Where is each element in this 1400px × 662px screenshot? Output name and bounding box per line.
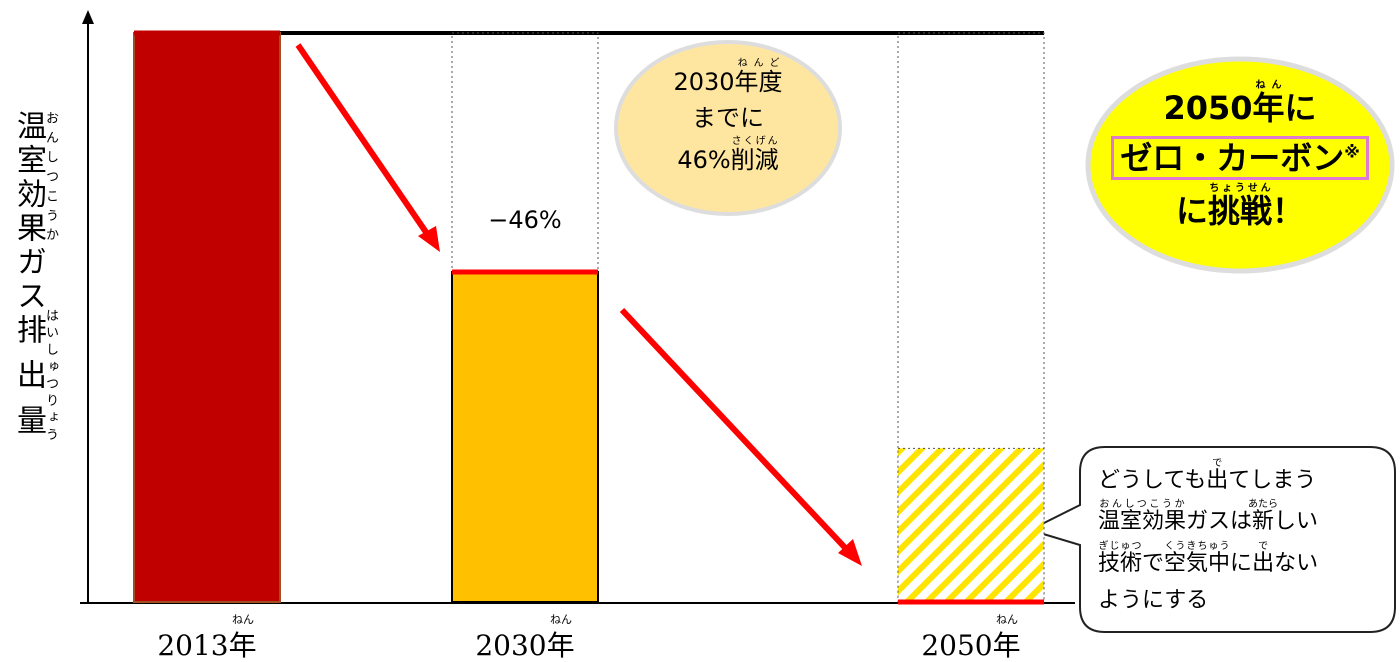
note-text: どうしても出でてしまう 温室効果おんしつこうかガスは新あたらしい 技術ぎじゅつで空気… bbox=[1098, 458, 1388, 620]
furigana: おんしつこうか bbox=[43, 110, 58, 246]
furigana: おんしつこうか bbox=[1098, 499, 1187, 511]
furigana: くうきちゅう bbox=[1164, 540, 1231, 552]
arrow-head bbox=[838, 539, 862, 566]
furigana: で bbox=[1206, 458, 1229, 469]
base-text: 年度 bbox=[734, 68, 783, 96]
ruby-text: 温室効果おんしつこうか bbox=[1098, 499, 1187, 535]
text: に bbox=[1230, 550, 1253, 576]
text: に bbox=[1175, 192, 1208, 231]
arrow-head bbox=[418, 226, 440, 252]
furigana: はいしゅつりょう bbox=[43, 308, 58, 445]
ruby-text: 出で bbox=[1252, 541, 1275, 576]
text: 2030 bbox=[673, 68, 735, 96]
text: ガス bbox=[11, 246, 46, 314]
furigana: ちょうせん bbox=[1207, 183, 1272, 195]
bar bbox=[451, 270, 599, 603]
offset-bar bbox=[897, 447, 1045, 603]
arrow bbox=[619, 307, 853, 556]
x-tick-ruby: ねん bbox=[996, 613, 1018, 626]
ruby-text: 年ねん bbox=[1252, 80, 1285, 127]
base-text: 出 bbox=[1206, 468, 1229, 493]
arrow bbox=[295, 43, 433, 240]
x-tick-label: 2013年 bbox=[157, 629, 256, 662]
bubble-text: 2030年度ねんどまでに 46%削減さくげん bbox=[628, 58, 828, 178]
base-text: 温室効果 bbox=[1098, 509, 1187, 535]
text-line: 2030年度ねんど bbox=[628, 58, 828, 100]
bubble-2030 bbox=[614, 40, 842, 216]
furigana: ねん bbox=[1252, 80, 1285, 91]
ruby-text: 出で bbox=[1206, 458, 1229, 493]
text-line: 技術ぎじゅつで空気中くうきちゅうに出でない bbox=[1098, 541, 1388, 582]
ruby-text: 排出量はいしゅつりょう bbox=[11, 308, 58, 444]
text: どうしても bbox=[1098, 468, 1207, 493]
furigana: ぎじゅつ bbox=[1098, 540, 1143, 552]
ruby-text: 挑戦ちょうせん bbox=[1207, 183, 1272, 231]
text-line: までに bbox=[628, 100, 828, 136]
ruby-text: 削減さくげん bbox=[730, 136, 779, 174]
ruby-text: 新あたら bbox=[1248, 499, 1278, 534]
x-tick-ruby: ねん bbox=[550, 613, 572, 626]
text: までに bbox=[692, 104, 764, 132]
text-line: 温室効果おんしつこうかガスは新あたらしい bbox=[1098, 499, 1388, 540]
text-line: 2050年ねんに bbox=[1095, 80, 1385, 134]
text: ゼロ・カーボン bbox=[1120, 138, 1345, 177]
text: しい bbox=[1274, 509, 1319, 535]
text: ようにする bbox=[1098, 588, 1209, 614]
x-tick-ruby: ねん bbox=[232, 613, 254, 626]
bubble-2050 bbox=[1085, 56, 1395, 274]
text-line: 46%削減さくげん bbox=[628, 136, 828, 178]
text: てしまう bbox=[1228, 468, 1317, 493]
bar bbox=[133, 32, 281, 603]
furigana: さくげん bbox=[730, 136, 779, 147]
base-text: 新 bbox=[1248, 509, 1279, 535]
text: ガスは bbox=[1186, 509, 1253, 535]
text: に bbox=[1284, 89, 1317, 127]
bubble-text: 2050年ねんに ゼロ・カーボン※ に挑戦ちょうせん！ bbox=[1095, 80, 1385, 237]
text: 2050 bbox=[1163, 89, 1253, 127]
y-axis-label: 温室効果おんしつこうかガス排出量はいしゅつりょう bbox=[6, 110, 58, 444]
base-text: 年 bbox=[1252, 89, 1285, 127]
speech-bubble bbox=[1027, 446, 1396, 633]
reference-outline bbox=[897, 32, 1045, 603]
base-text: 削減 bbox=[730, 146, 779, 174]
annotation: −46% bbox=[488, 206, 561, 234]
base-text: 温室効果 bbox=[11, 110, 46, 246]
x-tick-label: 2050年 bbox=[921, 629, 1020, 662]
text: ※ bbox=[1344, 141, 1360, 161]
base-text: 挑戦 bbox=[1207, 192, 1272, 231]
ruby-text: 空気中くうきちゅう bbox=[1164, 541, 1231, 576]
text: ない bbox=[1274, 550, 1319, 576]
text-line: ようにする bbox=[1098, 582, 1388, 619]
furigana: で bbox=[1252, 540, 1275, 552]
reference-outline bbox=[451, 32, 599, 273]
text-line: ゼロ・カーボン※ bbox=[1111, 135, 1369, 180]
text: ！ bbox=[1272, 192, 1305, 231]
text: 46% bbox=[677, 146, 731, 174]
base-text: 空気中 bbox=[1164, 550, 1231, 576]
base-text: 出 bbox=[1252, 550, 1275, 576]
x-tick-label: 2030年 bbox=[475, 629, 574, 662]
ruby-text: 温室効果おんしつこうか bbox=[11, 110, 58, 246]
text-line: に挑戦ちょうせん！ bbox=[1095, 183, 1385, 237]
base-text: 排出量 bbox=[11, 308, 46, 445]
text: で bbox=[1142, 550, 1165, 576]
furigana: ねんど bbox=[734, 58, 783, 69]
ruby-text: 技術ぎじゅつ bbox=[1098, 541, 1143, 576]
furigana: あたら bbox=[1248, 499, 1279, 511]
ruby-text: 年度ねんど bbox=[734, 58, 783, 96]
axis-arrow bbox=[82, 10, 94, 24]
text-line: どうしても出でてしまう bbox=[1098, 458, 1388, 499]
base-text: 技術 bbox=[1098, 550, 1143, 576]
